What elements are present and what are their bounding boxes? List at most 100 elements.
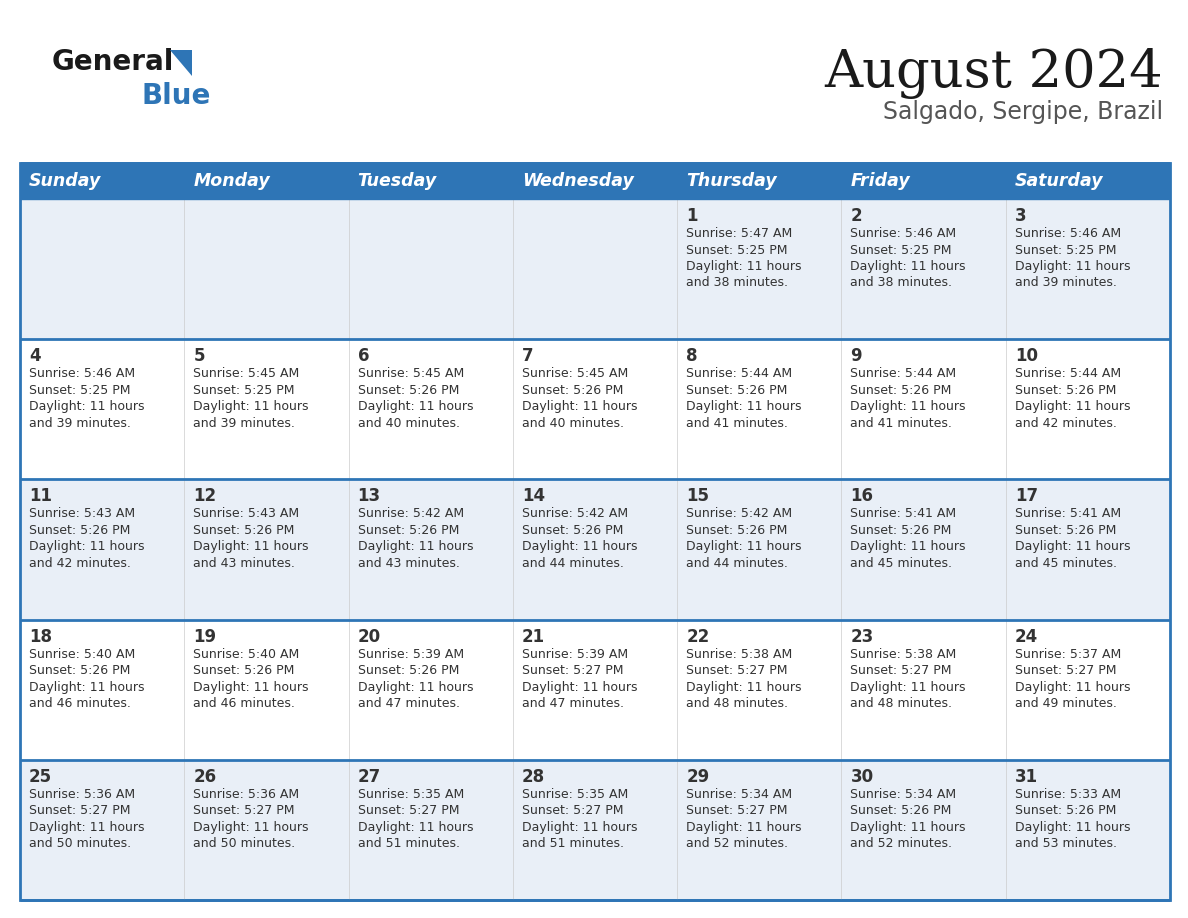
Bar xyxy=(20,479,184,620)
Text: 26: 26 xyxy=(194,767,216,786)
Bar xyxy=(348,479,513,620)
Text: Sunrise: 5:47 AM: Sunrise: 5:47 AM xyxy=(687,227,792,240)
Text: and 41 minutes.: and 41 minutes. xyxy=(687,417,788,430)
Text: 18: 18 xyxy=(29,628,52,645)
Text: Daylight: 11 hours: Daylight: 11 hours xyxy=(687,680,802,694)
Text: 3: 3 xyxy=(1015,207,1026,225)
Text: Sunset: 5:26 PM: Sunset: 5:26 PM xyxy=(1015,384,1116,397)
Text: and 50 minutes.: and 50 minutes. xyxy=(29,837,131,850)
Text: and 43 minutes.: and 43 minutes. xyxy=(358,557,460,570)
Bar xyxy=(20,620,184,760)
Bar xyxy=(513,620,677,760)
Bar xyxy=(513,760,677,900)
Text: 17: 17 xyxy=(1015,487,1038,506)
Text: Daylight: 11 hours: Daylight: 11 hours xyxy=(358,821,473,834)
Text: and 38 minutes.: and 38 minutes. xyxy=(851,276,953,289)
Text: Sunset: 5:26 PM: Sunset: 5:26 PM xyxy=(194,664,295,677)
Text: Sunset: 5:26 PM: Sunset: 5:26 PM xyxy=(29,524,131,537)
Text: Sunrise: 5:39 AM: Sunrise: 5:39 AM xyxy=(522,647,628,661)
Bar xyxy=(841,339,1006,479)
Text: 28: 28 xyxy=(522,767,545,786)
Text: Sunday: Sunday xyxy=(29,172,101,190)
Text: Sunrise: 5:43 AM: Sunrise: 5:43 AM xyxy=(29,508,135,521)
Bar xyxy=(184,339,348,479)
Text: Sunrise: 5:44 AM: Sunrise: 5:44 AM xyxy=(851,367,956,380)
Bar xyxy=(677,339,841,479)
Text: Daylight: 11 hours: Daylight: 11 hours xyxy=(1015,680,1130,694)
Text: 10: 10 xyxy=(1015,347,1037,365)
Text: Sunset: 5:26 PM: Sunset: 5:26 PM xyxy=(1015,524,1116,537)
Bar xyxy=(677,620,841,760)
Text: Sunrise: 5:46 AM: Sunrise: 5:46 AM xyxy=(1015,227,1120,240)
Text: 13: 13 xyxy=(358,487,380,506)
Text: 11: 11 xyxy=(29,487,52,506)
Text: and 51 minutes.: and 51 minutes. xyxy=(358,837,460,850)
Text: Sunrise: 5:46 AM: Sunrise: 5:46 AM xyxy=(851,227,956,240)
Bar xyxy=(841,620,1006,760)
Text: Daylight: 11 hours: Daylight: 11 hours xyxy=(194,541,309,554)
Text: and 40 minutes.: and 40 minutes. xyxy=(522,417,624,430)
Text: and 52 minutes.: and 52 minutes. xyxy=(851,837,953,850)
Bar xyxy=(348,163,513,199)
Text: 2: 2 xyxy=(851,207,862,225)
Bar xyxy=(348,760,513,900)
Text: Sunset: 5:26 PM: Sunset: 5:26 PM xyxy=(522,384,624,397)
Text: August 2024: August 2024 xyxy=(824,48,1163,99)
Text: Sunrise: 5:34 AM: Sunrise: 5:34 AM xyxy=(851,788,956,800)
Text: Sunset: 5:27 PM: Sunset: 5:27 PM xyxy=(29,804,131,817)
Text: and 43 minutes.: and 43 minutes. xyxy=(194,557,295,570)
Text: Daylight: 11 hours: Daylight: 11 hours xyxy=(851,400,966,413)
Bar xyxy=(677,760,841,900)
Text: Sunrise: 5:44 AM: Sunrise: 5:44 AM xyxy=(1015,367,1120,380)
Text: Daylight: 11 hours: Daylight: 11 hours xyxy=(522,541,637,554)
Text: General: General xyxy=(52,48,175,76)
Text: Sunrise: 5:41 AM: Sunrise: 5:41 AM xyxy=(1015,508,1120,521)
Bar xyxy=(677,479,841,620)
Text: Sunrise: 5:36 AM: Sunrise: 5:36 AM xyxy=(194,788,299,800)
Text: Daylight: 11 hours: Daylight: 11 hours xyxy=(851,821,966,834)
Text: Daylight: 11 hours: Daylight: 11 hours xyxy=(522,821,637,834)
Text: Sunset: 5:26 PM: Sunset: 5:26 PM xyxy=(194,524,295,537)
Text: Tuesday: Tuesday xyxy=(358,172,437,190)
Text: Sunset: 5:27 PM: Sunset: 5:27 PM xyxy=(358,804,459,817)
Bar xyxy=(513,479,677,620)
Text: Sunrise: 5:36 AM: Sunrise: 5:36 AM xyxy=(29,788,135,800)
Bar xyxy=(184,199,348,339)
Text: Sunset: 5:25 PM: Sunset: 5:25 PM xyxy=(1015,243,1117,256)
Text: Sunrise: 5:34 AM: Sunrise: 5:34 AM xyxy=(687,788,792,800)
Text: and 39 minutes.: and 39 minutes. xyxy=(1015,276,1117,289)
Bar xyxy=(841,760,1006,900)
Text: Sunrise: 5:35 AM: Sunrise: 5:35 AM xyxy=(522,788,628,800)
Text: 5: 5 xyxy=(194,347,204,365)
Text: 4: 4 xyxy=(29,347,40,365)
Text: Daylight: 11 hours: Daylight: 11 hours xyxy=(851,541,966,554)
Text: 19: 19 xyxy=(194,628,216,645)
Text: 24: 24 xyxy=(1015,628,1038,645)
Text: 7: 7 xyxy=(522,347,533,365)
Text: Daylight: 11 hours: Daylight: 11 hours xyxy=(358,400,473,413)
Text: and 44 minutes.: and 44 minutes. xyxy=(687,557,788,570)
Text: and 38 minutes.: and 38 minutes. xyxy=(687,276,788,289)
Text: and 46 minutes.: and 46 minutes. xyxy=(29,697,131,711)
Text: 6: 6 xyxy=(358,347,369,365)
Text: Daylight: 11 hours: Daylight: 11 hours xyxy=(358,541,473,554)
Text: and 42 minutes.: and 42 minutes. xyxy=(29,557,131,570)
Bar xyxy=(841,163,1006,199)
Text: Sunrise: 5:40 AM: Sunrise: 5:40 AM xyxy=(29,647,135,661)
Text: Sunset: 5:26 PM: Sunset: 5:26 PM xyxy=(851,384,952,397)
Text: Daylight: 11 hours: Daylight: 11 hours xyxy=(1015,260,1130,273)
Text: Blue: Blue xyxy=(143,82,211,110)
Text: Daylight: 11 hours: Daylight: 11 hours xyxy=(194,821,309,834)
Text: Sunset: 5:25 PM: Sunset: 5:25 PM xyxy=(194,384,295,397)
Text: Sunset: 5:26 PM: Sunset: 5:26 PM xyxy=(358,384,459,397)
Text: Sunrise: 5:41 AM: Sunrise: 5:41 AM xyxy=(851,508,956,521)
Text: Daylight: 11 hours: Daylight: 11 hours xyxy=(29,400,145,413)
Text: and 47 minutes.: and 47 minutes. xyxy=(522,697,624,711)
Text: 14: 14 xyxy=(522,487,545,506)
Bar xyxy=(184,479,348,620)
Bar xyxy=(841,479,1006,620)
Text: Sunset: 5:26 PM: Sunset: 5:26 PM xyxy=(358,524,459,537)
Bar xyxy=(20,163,184,199)
Text: and 45 minutes.: and 45 minutes. xyxy=(1015,557,1117,570)
Text: Friday: Friday xyxy=(851,172,910,190)
